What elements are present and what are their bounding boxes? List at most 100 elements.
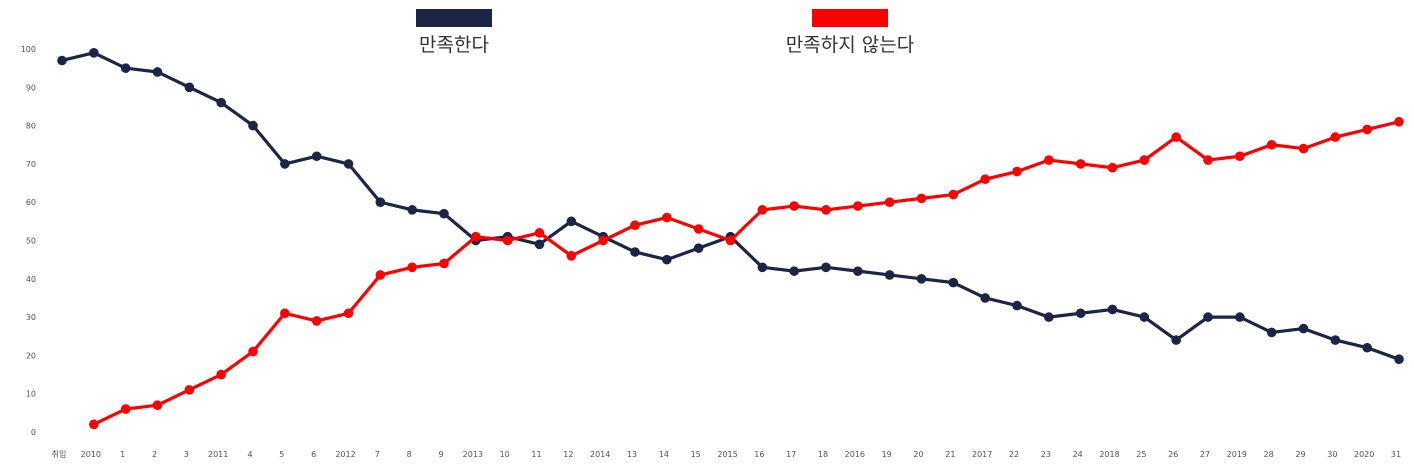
- data-point: [1107, 304, 1118, 315]
- data-point: [1394, 116, 1404, 127]
- data-point: [1330, 132, 1341, 142]
- data-point: [375, 270, 386, 280]
- x-tick-label: 9: [438, 450, 443, 459]
- x-tick-label: 11: [531, 450, 541, 459]
- legend-item: 만족한다: [416, 9, 492, 56]
- data-point: [120, 63, 131, 73]
- data-point: [1044, 155, 1054, 165]
- y-tick-label: 30: [26, 313, 36, 322]
- y-tick-label: 100: [21, 45, 36, 54]
- legend-label: 만족한다: [419, 34, 489, 56]
- legend: 만족한다 만족하지 않는다: [416, 9, 914, 56]
- y-tick-label: 70: [26, 160, 36, 169]
- x-tick-label: 취임: [52, 450, 67, 459]
- data-point: [1266, 327, 1277, 338]
- data-point: [821, 262, 831, 273]
- data-point: [1012, 300, 1022, 311]
- data-point: [821, 205, 831, 215]
- data-point: [1171, 132, 1181, 142]
- legend-swatch: [416, 9, 492, 27]
- data-point: [662, 212, 672, 223]
- data-point: [916, 193, 927, 204]
- data-point: [757, 262, 768, 273]
- data-point: [89, 419, 99, 430]
- x-tick-label: 17: [786, 450, 796, 459]
- data-point: [1298, 323, 1309, 334]
- x-tick-label: 2015: [717, 450, 737, 459]
- data-point: [1107, 162, 1118, 173]
- data-point: [1203, 312, 1213, 322]
- data-point: [407, 262, 417, 273]
- data-point: [152, 67, 163, 77]
- x-tick-label: 13: [627, 450, 637, 459]
- data-point: [120, 404, 131, 414]
- x-tick-label: 5: [279, 450, 284, 459]
- x-tick-label: 2016: [845, 450, 865, 459]
- x-tick-label: 2010: [81, 450, 101, 459]
- data-point: [693, 243, 704, 253]
- x-tick-label: 19: [882, 450, 892, 459]
- x-axis: 취임 2010 1 2 3 2011 4 5 6 2012 7 8 9 2013 10 11 12 2014 13 1…: [52, 450, 1401, 459]
- data-point: [980, 293, 990, 303]
- x-tick-label: 12: [563, 450, 573, 459]
- data-point: [216, 97, 226, 108]
- data-point: [853, 201, 863, 211]
- data-point: [1075, 159, 1086, 169]
- data-point: [407, 205, 417, 215]
- legend-swatch: [812, 9, 888, 27]
- x-tick-label: 18: [818, 450, 828, 459]
- data-point: [280, 159, 290, 169]
- y-tick-label: 20: [26, 351, 36, 360]
- data-point: [343, 308, 354, 319]
- data-point: [280, 308, 290, 319]
- legend-label: 만족하지 않는다: [786, 34, 914, 56]
- x-tick-label: 16: [754, 450, 764, 459]
- x-tick-label: 31: [1391, 450, 1401, 459]
- data-point: [1235, 151, 1245, 162]
- x-tick-label: 27: [1200, 450, 1210, 459]
- x-tick-label: 6: [311, 450, 316, 459]
- x-tick-label: 10: [500, 450, 510, 459]
- data-point: [89, 48, 99, 58]
- data-point: [693, 224, 704, 234]
- x-tick-label: 1: [120, 450, 125, 459]
- x-tick-label: 2013: [463, 450, 483, 459]
- x-tick-label: 28: [1264, 450, 1274, 459]
- data-point: [789, 201, 799, 211]
- data-point: [1235, 312, 1245, 322]
- data-point: [598, 235, 608, 246]
- data-point: [630, 220, 640, 230]
- data-point: [375, 197, 386, 207]
- data-point: [662, 254, 672, 265]
- y-tick-label: 90: [26, 83, 36, 92]
- data-point: [439, 258, 449, 269]
- data-point: [884, 197, 895, 207]
- data-point: [853, 266, 863, 276]
- x-tick-label: 20: [913, 450, 923, 459]
- data-point: [1394, 354, 1404, 365]
- x-tick-label: 2: [152, 450, 157, 459]
- series-line: [60, 51, 1401, 361]
- data-point: [184, 385, 195, 395]
- data-point: [566, 251, 577, 261]
- data-point: [757, 205, 768, 215]
- data-point: [1139, 155, 1150, 165]
- y-axis: 0 10 20 30 40 50 60 70 80 90 100: [21, 45, 36, 437]
- data-point: [1012, 166, 1022, 177]
- data-point: [1171, 335, 1181, 345]
- x-tick-label: 7: [375, 450, 380, 459]
- data-point: [630, 247, 640, 257]
- data-point: [725, 235, 736, 246]
- data-point: [152, 400, 163, 410]
- y-tick-label: 10: [26, 390, 36, 399]
- x-tick-label: 2018: [1099, 450, 1119, 459]
- data-point: [502, 235, 513, 246]
- x-tick-label: 15: [691, 450, 701, 459]
- data-point: [248, 120, 258, 131]
- x-tick-label: 2012: [335, 450, 355, 459]
- series-1: [57, 48, 1404, 365]
- data-point: [343, 159, 354, 169]
- x-tick-label: 21: [945, 450, 955, 459]
